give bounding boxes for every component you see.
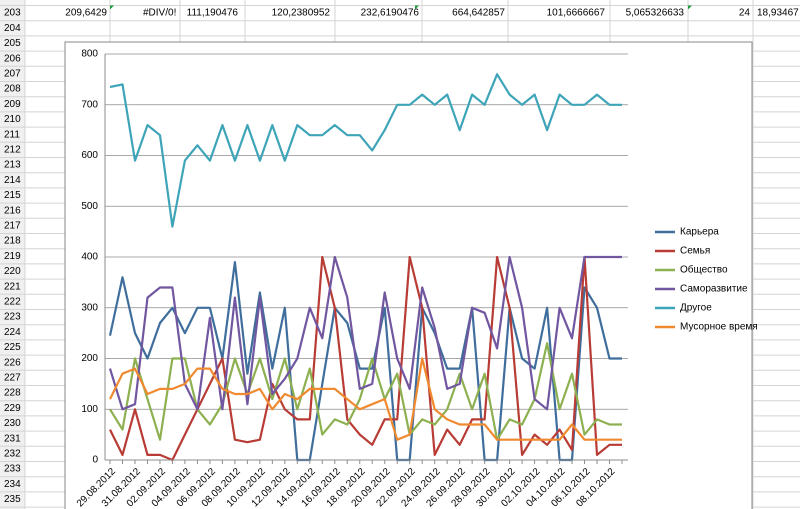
row-number: 206: [4, 53, 21, 64]
legend-label: Семья: [680, 246, 710, 257]
row-number: 218: [4, 236, 21, 247]
cell: 111,190476: [187, 8, 239, 19]
y-tick-label: 400: [81, 252, 98, 263]
cell: 232,6190476: [361, 8, 420, 19]
row-number: 210: [4, 114, 21, 125]
error-indicator: [415, 5, 419, 10]
row-number: 233: [4, 464, 21, 475]
row-number: 211: [4, 129, 20, 140]
row-number: 225: [4, 342, 21, 353]
row-number: 204: [4, 23, 21, 34]
series-line: [109, 342, 622, 441]
series-line: [109, 255, 622, 462]
cell: 664,642857: [452, 8, 505, 19]
row-header: [0, 0, 25, 509]
row-number: 220: [4, 266, 21, 277]
cell: 24: [739, 8, 751, 19]
cell: 120,2380952: [272, 8, 331, 19]
series-line: [109, 73, 622, 228]
y-tick-label: 800: [81, 49, 98, 60]
legend-label: Карьера: [680, 227, 719, 238]
row-number: 221: [4, 281, 21, 292]
row-number: 222: [4, 297, 21, 308]
error-indicator: [688, 5, 692, 10]
row-number: 217: [4, 221, 21, 232]
row-number: 214: [4, 175, 21, 186]
error-indicator: [110, 5, 114, 10]
row-number: 232: [4, 449, 21, 460]
y-tick-label: 100: [81, 404, 98, 415]
row-number: 228: [4, 388, 21, 399]
cell: 101,6666667: [547, 8, 606, 19]
cell: 18,93467: [757, 8, 799, 19]
row-number: 234: [4, 479, 21, 490]
row-number: 203: [4, 8, 21, 19]
row-number: 212: [4, 145, 21, 156]
row-number: 230: [4, 418, 21, 429]
row-number: 207: [4, 69, 21, 80]
row-number: 213: [4, 160, 21, 171]
row-number: 216: [4, 205, 21, 216]
cell: 5,065326633: [626, 8, 685, 19]
row-number: 231: [4, 433, 21, 444]
y-tick-label: 700: [81, 99, 98, 110]
y-tick-label: 500: [81, 201, 98, 212]
legend-label: Другое: [680, 303, 712, 314]
y-tick-label: 200: [81, 353, 98, 364]
legend-label: Саморазвитие: [680, 284, 748, 295]
row-number: 227: [4, 373, 21, 384]
y-tick-label: 600: [81, 150, 98, 161]
row-number: 226: [4, 357, 21, 368]
legend-label: Мусорное время: [680, 322, 758, 333]
cell: 209,6429: [65, 8, 107, 19]
series-line: [109, 357, 622, 441]
y-tick-label: 300: [81, 302, 98, 313]
row-number: 205: [4, 38, 21, 49]
series-line: [108, 255, 622, 411]
row-number: 224: [4, 327, 21, 338]
y-tick-label: 0: [92, 455, 98, 466]
series-line: [108, 261, 622, 462]
row-number: 235: [4, 494, 21, 505]
row-number: 229: [4, 403, 21, 414]
row-number: 215: [4, 190, 21, 201]
row-number: 219: [4, 251, 21, 262]
row-number: 223: [4, 312, 21, 323]
legend-label: Общество: [680, 264, 728, 276]
row-number: 209: [4, 99, 21, 110]
cell: #DIV/0!: [143, 8, 176, 19]
row-number: 208: [4, 84, 21, 95]
